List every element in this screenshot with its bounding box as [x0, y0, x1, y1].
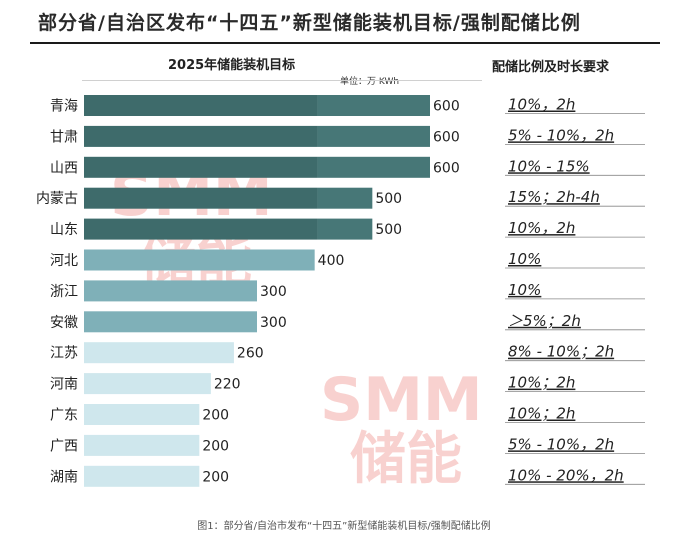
- value-label: 600: [433, 160, 460, 176]
- category-label: 青海: [50, 99, 78, 115]
- value-label: 200: [202, 469, 229, 485]
- requirement-label: 5% - 10%，2h: [508, 126, 614, 144]
- category-label: 安徽: [50, 315, 78, 331]
- category-label: 广西: [50, 438, 78, 454]
- bar: [84, 187, 318, 209]
- bar: [84, 373, 211, 395]
- value-label: 500: [375, 191, 402, 207]
- value-label: 300: [260, 315, 287, 331]
- page-title: 部分省/自治区发布“十四五”新型储能装机目标/强制配储比例: [38, 12, 581, 34]
- watermark-2: SMM 储能: [320, 365, 483, 492]
- bar-segment: [317, 125, 430, 147]
- requirement-label: 5% - 10%，2h: [508, 435, 614, 453]
- bar: [84, 280, 257, 302]
- unit-label: 单位：万 KWh: [340, 77, 400, 87]
- category-label: 内蒙古: [36, 191, 78, 207]
- chart-title: 2025年储能装机目标: [168, 58, 296, 73]
- value-label: 200: [202, 408, 229, 424]
- requirement-header: 配储比例及时长要求: [492, 60, 610, 75]
- watermark-logo: SMM: [320, 365, 483, 435]
- value-label: 260: [237, 346, 264, 362]
- value-label: 600: [433, 99, 460, 115]
- requirement-label: 10% - 15%: [508, 157, 590, 175]
- requirement-label: 10%: [508, 281, 541, 299]
- category-label: 甘肃: [50, 129, 78, 145]
- requirement-label: 10%: [508, 250, 541, 268]
- bar: [84, 342, 234, 364]
- value-label: 300: [260, 284, 287, 300]
- requirement-label: ＞5%；2h: [508, 312, 581, 330]
- bar: [84, 156, 318, 178]
- requirement-label: 10%，2h: [508, 219, 575, 237]
- value-label: 400: [318, 253, 345, 269]
- requirement-label: 10%，2h: [508, 96, 575, 114]
- requirement-label: 10% - 20%，2h: [508, 466, 624, 484]
- category-label: 河北: [50, 253, 78, 269]
- title-divider: [30, 42, 660, 44]
- bar: [84, 95, 318, 116]
- category-label: 山西: [50, 160, 78, 176]
- requirement-label: 10%；2h: [508, 405, 575, 423]
- figure-caption: 图1：部分省/自治市发布“十四五”新型储能装机目标/强制配储比例: [197, 521, 491, 532]
- bar: [84, 125, 318, 147]
- bar: [84, 218, 318, 240]
- bars-layer: 青海 600 10%，2h 甘肃 600 5% - 10%，2h 山西 600 10% - 15…: [36, 95, 645, 487]
- requirement-label: 10%；2h: [508, 374, 575, 392]
- value-label: 200: [202, 438, 229, 454]
- requirement-label: 8% - 10%；2h: [508, 343, 614, 361]
- bar: [84, 465, 200, 487]
- bar-chart: SMM 储能 SMM 储能 青海 600 10%，2h 甘肃 600 5% - 10%，2…: [36, 95, 645, 492]
- category-label: 湖南: [50, 469, 78, 485]
- value-label: 600: [433, 129, 460, 145]
- bar: [84, 311, 257, 333]
- category-label: 江苏: [50, 346, 78, 362]
- watermark-text: 储能: [350, 427, 462, 492]
- category-label: 广东: [50, 408, 78, 424]
- bar: [84, 249, 315, 271]
- category-label: 河南: [50, 377, 78, 393]
- category-label: 浙江: [50, 284, 78, 300]
- bar-segment: [317, 218, 373, 240]
- chart-title-divider: [82, 80, 482, 81]
- requirement-label: 15%；2h-4h: [508, 188, 600, 206]
- bar-segment: [317, 156, 430, 178]
- bar: [84, 404, 200, 425]
- value-label: 220: [214, 377, 241, 393]
- category-label: 山东: [50, 222, 78, 238]
- bar-segment: [317, 187, 373, 209]
- bar-segment: [317, 95, 430, 116]
- bar: [84, 434, 200, 456]
- value-label: 500: [375, 222, 402, 238]
